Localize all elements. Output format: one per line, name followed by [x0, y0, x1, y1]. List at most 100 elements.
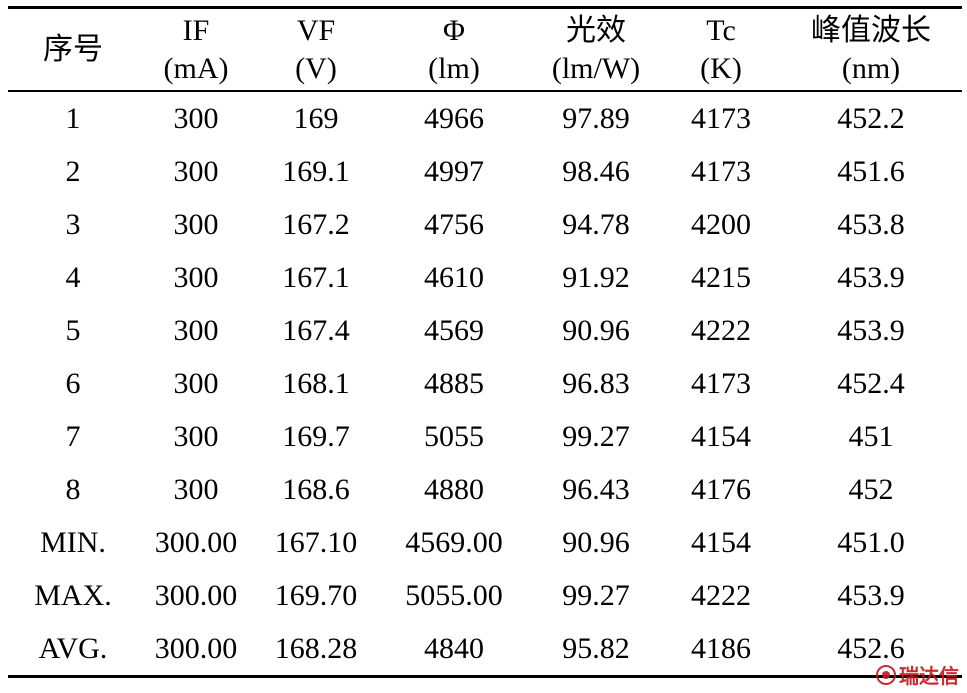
header-label: 峰值波长: [811, 13, 931, 47]
table-cell: 96.83: [562, 366, 630, 400]
table-cell: 453.9: [837, 260, 905, 294]
table-cell: 300: [173, 260, 219, 294]
table-cell: 300: [173, 207, 219, 241]
table-cell: 4610: [424, 260, 484, 294]
table-cell: 300: [173, 154, 219, 188]
header-label: IF: [182, 13, 210, 47]
table-cell: 300: [173, 366, 219, 400]
table-cell: 5055.00: [405, 578, 503, 612]
table-cell: 4966: [424, 101, 484, 135]
table-cell: 300: [173, 101, 219, 135]
table-cell: 4997: [424, 154, 484, 188]
data-table: 序号 IF (mA) VF (V) Φ (lm) 光效 (lm/W): [8, 9, 962, 675]
table-cell: 300: [173, 419, 219, 453]
table-cell: 4569: [424, 313, 484, 347]
table-cell: 453.9: [837, 313, 905, 347]
table-cell: 4154: [691, 525, 751, 559]
table-cell: 96.43: [562, 472, 630, 506]
header-cell-efficacy: 光效 (lm/W): [530, 9, 662, 91]
header-cell-peak-wavelength: 峰值波长 (nm): [780, 9, 962, 91]
table-cell: 99.27: [562, 578, 630, 612]
table-cell: 4176: [691, 472, 751, 506]
table-cell: 169.7: [282, 419, 350, 453]
table-cell: 94.78: [562, 207, 630, 241]
table-cell: 167.10: [274, 525, 358, 559]
header-label: 序号: [43, 32, 103, 66]
table-cell: 300.00: [154, 631, 238, 665]
table-cell: MAX.: [34, 578, 112, 612]
table-cell: 4885: [424, 366, 484, 400]
table-cell: 8: [65, 472, 81, 506]
table-cell: 99.27: [562, 419, 630, 453]
table-cell: 451: [848, 419, 894, 453]
table-cell: 168.6: [282, 472, 350, 506]
header-label: Tc: [706, 13, 736, 47]
top-rule: [8, 6, 962, 9]
table-row: 5 300 167.4 4569 90.96 4222 453.9: [8, 304, 962, 357]
table-row: 1 300 169 4966 97.89 4173 452.2: [8, 92, 962, 145]
table-cell: 4154: [691, 419, 751, 453]
header-cell-tc: Tc (K): [662, 9, 780, 91]
table-row: MIN. 300.00 167.10 4569.00 90.96 4154 451.0: [8, 516, 962, 569]
table-row: AVG. 300.00 168.28 4840 95.82 4186 452.6: [8, 622, 962, 675]
table-cell: 452.4: [837, 366, 905, 400]
table-cell: 95.82: [562, 631, 630, 665]
table-cell: 453.9: [837, 578, 905, 612]
watermark-logo-icon: [876, 664, 896, 685]
table-cell: 452: [848, 472, 894, 506]
table-cell: 169.70: [274, 578, 358, 612]
table-cell: 4222: [691, 313, 751, 347]
table-cell: 300: [173, 472, 219, 506]
table-cell: 169.1: [282, 154, 350, 188]
table-cell: 98.46: [562, 154, 630, 188]
table-cell: MIN.: [40, 525, 106, 559]
table-cell: 4215: [691, 260, 751, 294]
table-cell: 4756: [424, 207, 484, 241]
table-cell: 4: [65, 260, 81, 294]
table-cell: 452.6: [837, 631, 905, 665]
table-cell: 4200: [691, 207, 751, 241]
header-cell-flux: Φ (lm): [378, 9, 530, 91]
table-row: 7 300 169.7 5055 99.27 4154 451: [8, 410, 962, 463]
table-cell: 4173: [691, 101, 751, 135]
header-cell-if: IF (mA): [138, 9, 254, 91]
table-cell: 7: [65, 419, 81, 453]
table-cell: 167.4: [282, 313, 350, 347]
header-cell-index: 序号: [8, 9, 138, 91]
header-cell-vf: VF (V): [254, 9, 378, 91]
table-cell: 169: [293, 101, 339, 135]
table-cell: 91.92: [562, 260, 630, 294]
table-cell: 90.96: [562, 525, 630, 559]
watermark-text: 瑞达信: [899, 664, 959, 688]
table-cell: 167.1: [282, 260, 350, 294]
header-unit: (K): [700, 51, 742, 85]
table-row: MAX. 300.00 169.70 5055.00 99.27 4222 453.9: [8, 569, 962, 622]
table-cell: 451.6: [837, 154, 905, 188]
header-unit: (nm): [841, 51, 901, 85]
data-table-container: 序号 IF (mA) VF (V) Φ (lm) 光效 (lm/W): [8, 6, 962, 678]
table-cell: 4173: [691, 154, 751, 188]
header-unit: (mA): [163, 51, 229, 85]
header-unit: (lm): [428, 51, 480, 85]
header-label: Φ: [443, 13, 465, 47]
table-cell: 5: [65, 313, 81, 347]
header-row: 序号 IF (mA) VF (V) Φ (lm) 光效 (lm/W): [8, 9, 962, 91]
table-cell: 451.0: [837, 525, 905, 559]
table-cell: 300: [173, 313, 219, 347]
header-unit: (V): [295, 51, 337, 85]
table-cell: 168.1: [282, 366, 350, 400]
table-cell: 2: [65, 154, 81, 188]
watermark: 瑞达信: [876, 660, 959, 689]
table-cell: 300.00: [154, 578, 238, 612]
bottom-rule: [8, 675, 962, 678]
header-label: 光效: [566, 13, 626, 47]
table-cell: 97.89: [562, 101, 630, 135]
table-cell: 3: [65, 207, 81, 241]
header-label: VF: [296, 13, 336, 47]
table-cell: 1: [65, 101, 81, 135]
table-cell: 168.28: [274, 631, 358, 665]
table-cell: 6: [65, 366, 81, 400]
table-body: 1 300 169 4966 97.89 4173 452.2 2 300 169.1 4997 98…: [8, 90, 962, 675]
table-cell: 300.00: [154, 525, 238, 559]
table-cell: 452.2: [837, 101, 905, 135]
